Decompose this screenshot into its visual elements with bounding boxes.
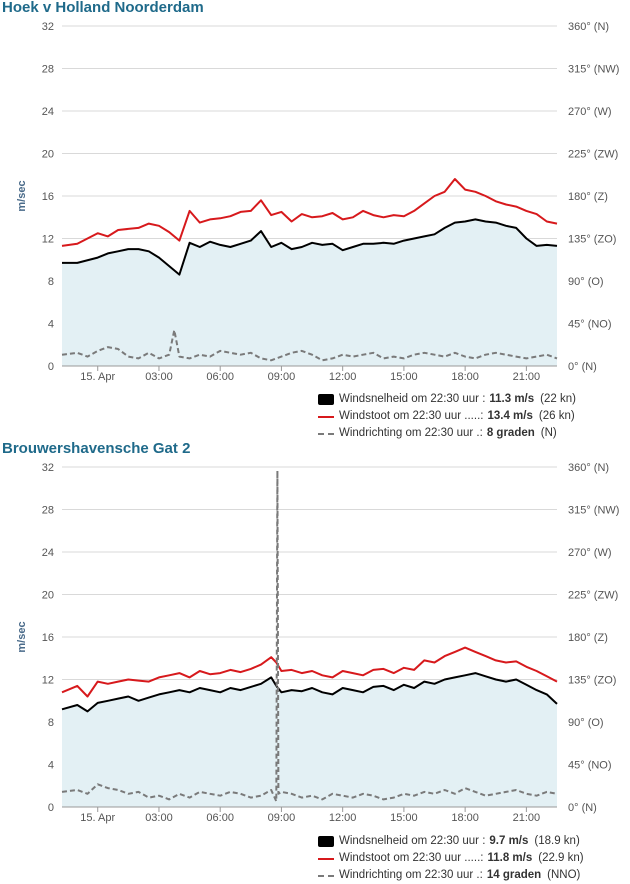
legend-label: Windstoot om 22:30 uur .....: [339,852,484,864]
y-tick-label: 16 [42,632,54,644]
x-tick-label: 06:00 [206,812,234,824]
x-tick-label: 09:00 [268,812,296,824]
y-tick-label: 20 [42,149,54,161]
x-tick-label: 06:00 [206,371,234,383]
y-tick-label: 4 [48,760,54,772]
legend-extra: (22 kn) [540,393,576,405]
y-tick-label: 24 [42,547,54,559]
legend-label: Windrichting om 22:30 uur .: [339,869,483,881]
legend-label: Windstoot om 22:30 uur .....: [339,410,484,422]
chart-title-1: Hoek v Holland Noorderdam [2,0,204,16]
red-line-icon [318,857,334,860]
y2-tick-label: 180° (Z) [568,191,608,203]
x-tick-label: 12:00 [329,812,357,824]
x-tick-label: 12:00 [329,371,357,383]
x-tick-label: 21:00 [513,371,541,383]
legend-value: 9.7 m/s [489,835,529,847]
y-tick-label: 0 [48,361,54,373]
y-tick-label: 28 [42,505,54,517]
legend-item-speed[interactable]: Windsnelheid om 22:30 uur : 11.3 m/s (22… [318,391,576,408]
y-tick-label: 8 [48,717,54,729]
x-tick-label: 18:00 [451,812,479,824]
y2-tick-label: 135° (ZO) [568,675,616,687]
series-windstoot-line [61,178,558,247]
y2-tick-label: 270° (W) [568,106,612,118]
y-tick-label: 16 [42,191,54,203]
y-tick-label: 32 [42,462,54,474]
x-tick-label: 18:00 [451,371,479,383]
y-tick-label: 28 [42,64,54,76]
y2-tick-label: 315° (NW) [568,64,619,76]
legend-2: Windsnelheid om 22:30 uur : 9.7 m/s (18.… [318,833,584,884]
y2-tick-label: 270° (W) [568,547,612,559]
series-windrichting-line [61,329,558,362]
x-tick-label: 03:00 [145,812,173,824]
legend-extra: (N) [540,427,557,439]
legend-value: 8 graden [486,427,535,439]
y2-tick-label: 225° (ZW) [568,590,618,602]
legend-item-gust[interactable]: Windstoot om 22:30 uur .....: 13.4 m/s (… [318,408,576,425]
x-tick-label: 09:00 [268,371,296,383]
red-line-icon [318,415,334,418]
x-tick-label: 15. Apr [80,812,115,824]
grey-dashed-line-icon [318,432,334,435]
legend-label: Windsnelheid om 22:30 uur : [339,393,486,405]
speed-area-fill [62,219,557,366]
y-tick-label: 12 [42,675,54,687]
black-box-icon [318,836,334,847]
legend-1: Windsnelheid om 22:30 uur : 11.3 m/s (22… [318,391,576,442]
legend-extra: (NNO) [547,869,581,881]
legend-extra: (18.9 kn) [534,835,580,847]
x-tick-label: 03:00 [145,371,173,383]
series-windsnelheid-line [61,672,558,713]
x-tick-label: 15:00 [390,812,418,824]
y2-tick-label: 360° (N) [568,21,609,33]
y2-tick-label: 45° (NO) [568,319,612,331]
x-tick-label: 15. Apr [80,371,115,383]
chart-title-2: Brouwershavensche Gat 2 [2,440,191,457]
legend-value: 13.4 m/s [487,410,533,422]
y2-tick-label: 135° (ZO) [568,234,616,246]
series-windrichting-line [61,469,558,803]
y-tick-label: 24 [42,106,54,118]
legend-item-speed[interactable]: Windsnelheid om 22:30 uur : 9.7 m/s (18.… [318,833,584,850]
y2-tick-label: 180° (Z) [568,632,608,644]
y-tick-label: 4 [48,319,54,331]
y-tick-label: 12 [42,234,54,246]
series-windstoot-line [61,646,558,698]
x-tick-label: 21:00 [513,812,541,824]
speed-area-fill [62,673,557,807]
y2-tick-label: 0° (N) [568,802,597,814]
legend-label: Windsnelheid om 22:30 uur : [339,835,486,847]
legend-extra: (26 kn) [538,410,575,422]
y2-tick-label: 315° (NW) [568,505,619,517]
y-axis-title: m/sec [16,180,28,211]
y2-tick-label: 225° (ZW) [568,149,618,161]
legend-value: 11.8 m/s [487,852,533,864]
legend-item-direction[interactable]: Windrichting om 22:30 uur .: 8 graden (N… [318,425,576,442]
y-tick-label: 20 [42,590,54,602]
wind-chart-1: 0 4 8 12 16 20 24 28 32 0° (N) 45° (NO) 90° (O) 135°… [16,21,619,383]
legend-value: 14 graden [486,869,542,881]
y2-tick-label: 0° (N) [568,361,597,373]
y2-tick-label: 45° (NO) [568,760,612,772]
wind-chart-2: 0 4 8 12 16 20 24 28 32 0° (N) 45° (NO) 90° (O) 135°… [16,462,619,824]
y2-tick-label: 360° (N) [568,462,609,474]
series-windsnelheid-line [62,218,558,276]
y-tick-label: 0 [48,802,54,814]
y-axis-title: m/sec [16,621,28,652]
y-tick-label: 32 [42,21,54,33]
legend-item-direction[interactable]: Windrichting om 22:30 uur .: 14 graden (… [318,867,584,884]
y2-tick-label: 90° (O) [568,276,604,288]
x-tick-label: 15:00 [390,371,418,383]
legend-label: Windrichting om 22:30 uur .: [339,427,483,439]
y-tick-label: 8 [48,276,54,288]
legend-value: 11.3 m/s [489,393,535,405]
black-box-icon [318,394,334,405]
y2-tick-label: 90° (O) [568,717,604,729]
legend-item-gust[interactable]: Windstoot om 22:30 uur .....: 11.8 m/s (… [318,850,584,867]
grey-dashed-line-icon [318,874,334,877]
legend-extra: (22.9 kn) [538,852,584,864]
